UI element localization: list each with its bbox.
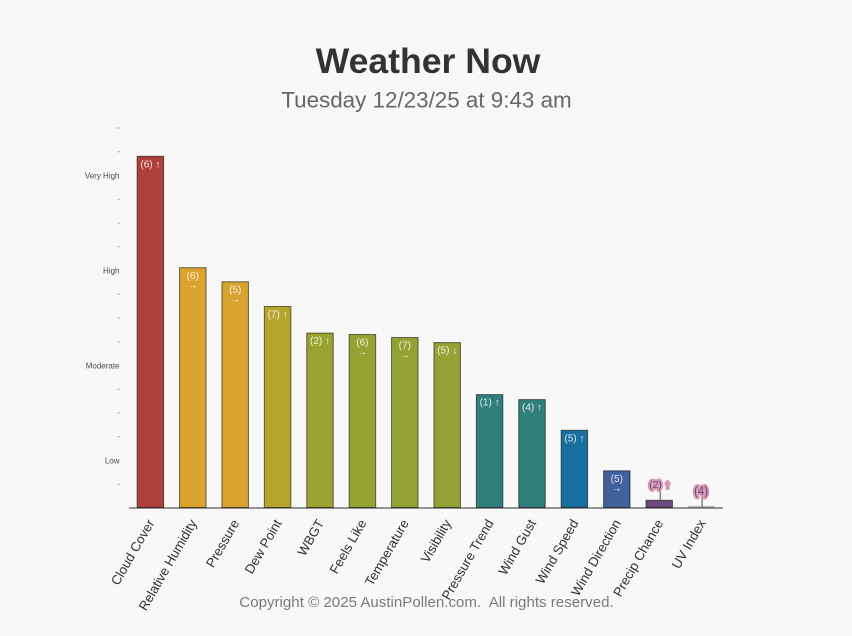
svg-text:(7): (7) xyxy=(399,341,411,352)
svg-text:Dew Point: Dew Point xyxy=(242,517,285,577)
svg-text:→: → xyxy=(230,294,240,305)
svg-text:Weather Now: Weather Now xyxy=(316,41,541,81)
svg-text:High: High xyxy=(103,266,119,275)
svg-text:Very High: Very High xyxy=(85,171,120,180)
svg-text:(7) ↑: (7) ↑ xyxy=(268,310,288,321)
svg-text:(6): (6) xyxy=(187,271,199,282)
svg-text:Temperature: Temperature xyxy=(362,517,412,589)
svg-text:(5): (5) xyxy=(229,285,241,296)
svg-text:(6): (6) xyxy=(356,338,368,349)
svg-text:(5) ↓: (5) ↓ xyxy=(437,346,457,357)
svg-text:Wind Gust: Wind Gust xyxy=(495,517,539,578)
svg-text:(5): (5) xyxy=(611,474,623,485)
svg-text:→: → xyxy=(188,280,198,291)
svg-text:→: → xyxy=(612,483,622,494)
svg-text:→: → xyxy=(357,347,367,358)
svg-text:(6) ↑: (6) ↑ xyxy=(140,159,160,170)
svg-text:(1) ↑: (1) ↑ xyxy=(480,398,500,409)
svg-text:Tuesday 12/23/25 at 9:43 am: Tuesday 12/23/25 at 9:43 am xyxy=(281,88,571,113)
svg-text:WBGT: WBGT xyxy=(294,517,327,559)
svg-text:Moderate: Moderate xyxy=(86,361,120,370)
svg-text:(4) ↑: (4) ↑ xyxy=(522,403,542,414)
svg-text:Pressure: Pressure xyxy=(203,517,242,570)
svg-text:→: → xyxy=(400,350,410,361)
svg-text:Cloud Cover: Cloud Cover xyxy=(108,516,158,588)
svg-text:(2) ↑: (2) ↑ xyxy=(649,479,670,491)
svg-text:(5) ↑: (5) ↑ xyxy=(564,433,584,444)
svg-text:Feels Like: Feels Like xyxy=(326,517,369,577)
svg-text:Low: Low xyxy=(105,456,120,465)
svg-text:UV Index: UV Index xyxy=(669,516,709,571)
svg-text:Wind Speed: Wind Speed xyxy=(533,517,582,587)
svg-text:(2) ↑: (2) ↑ xyxy=(310,336,330,347)
svg-text:(4): (4) xyxy=(694,486,708,498)
svg-text:Visibility: Visibility xyxy=(418,516,455,565)
svg-text:Copyright © 2025 AustinPollen.: Copyright © 2025 AustinPollen.com. All r… xyxy=(239,594,613,611)
